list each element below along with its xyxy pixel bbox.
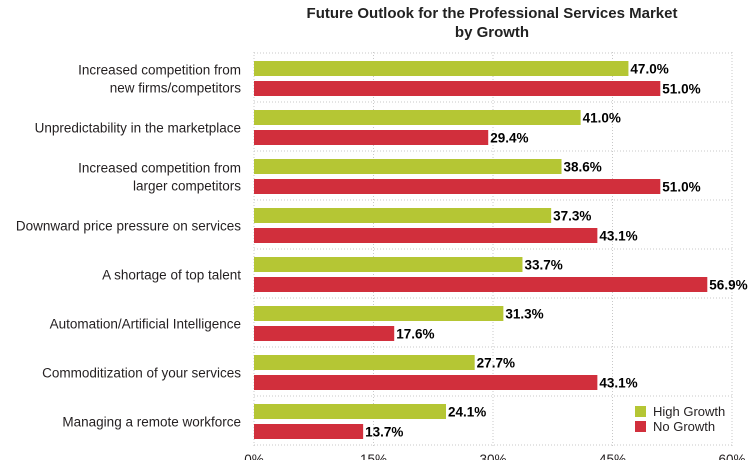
bar-no-growth-3 [254,179,661,194]
x-tick-label: 30% [479,452,506,460]
category-label-6: Automation/Artificial Intelligence [50,317,241,332]
legend-label-no-growth: No Growth [653,419,715,434]
value-label-no-growth-1: 51.0% [662,82,700,97]
legend-swatch-high-growth [635,406,646,417]
category-label-1: Increased competition from [78,63,241,78]
x-tick-label: 0% [244,452,264,460]
value-label-no-growth-5: 56.9% [709,278,747,293]
bar-high-growth-5 [254,257,523,272]
value-label-high-growth-1: 47.0% [630,62,668,77]
bar-no-growth-7 [254,375,598,390]
category-label-7: Commoditization of your services [42,366,241,381]
value-label-high-growth-2: 41.0% [583,111,621,126]
bar-high-growth-8 [254,404,446,419]
chart-title-line-2: by Growth [455,24,529,41]
value-label-no-growth-6: 17.6% [396,327,434,342]
chart-title-line-1: Future Outlook for the Professional Serv… [307,5,678,22]
bar-no-growth-4 [254,228,598,243]
bar-high-growth-4 [254,208,552,223]
bar-high-growth-6 [254,306,504,321]
value-label-high-growth-5: 33.7% [524,258,562,273]
value-label-high-growth-7: 27.7% [477,356,515,371]
bar-high-growth-7 [254,355,475,370]
x-tick-label: 15% [360,452,387,460]
bar-high-growth-3 [254,159,562,174]
bar-no-growth-8 [254,424,364,439]
category-label-5: A shortage of top talent [102,268,241,283]
value-label-high-growth-6: 31.3% [505,307,543,322]
value-label-no-growth-3: 51.0% [662,180,700,195]
x-tick-label: 60% [718,452,745,460]
bar-high-growth-1 [254,61,629,76]
bar-no-growth-6 [254,326,395,341]
x-tick-label: 45% [599,452,626,460]
category-label-2: Unpredictability in the marketplace [35,121,241,136]
legend-label-high-growth: High Growth [653,404,725,419]
value-label-no-growth-7: 43.1% [599,376,637,391]
bar-high-growth-2 [254,110,581,125]
category-label-4: Downward price pressure on services [16,219,241,234]
value-label-high-growth-4: 37.3% [553,209,591,224]
category-label-1: new firms/competitors [110,81,242,96]
value-label-no-growth-8: 13.7% [365,425,403,440]
value-label-no-growth-2: 29.4% [490,131,528,146]
legend-swatch-no-growth [635,421,646,432]
value-label-no-growth-4: 43.1% [599,229,637,244]
bar-no-growth-5 [254,277,708,292]
category-label-8: Managing a remote workforce [62,415,241,430]
category-label-3: Increased competition from [78,161,241,176]
value-label-high-growth-3: 38.6% [564,160,602,175]
value-label-high-growth-8: 24.1% [448,405,486,420]
category-label-3: larger competitors [133,179,241,194]
bar-no-growth-2 [254,130,489,145]
bar-no-growth-1 [254,81,661,96]
